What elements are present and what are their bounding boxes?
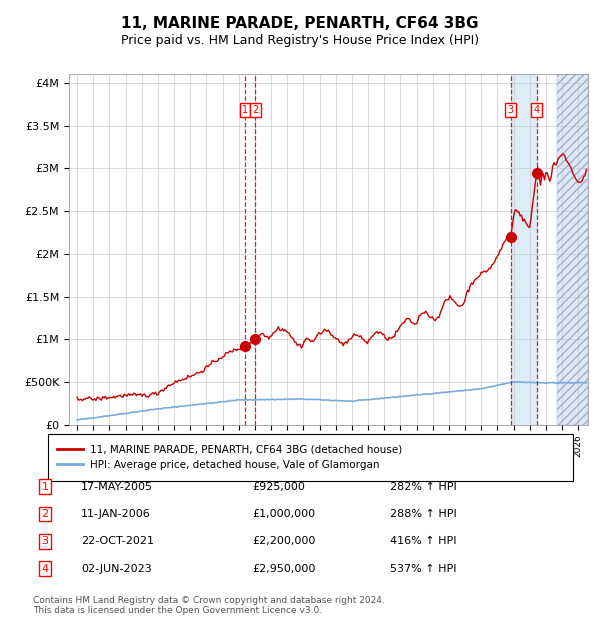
Text: 282% ↑ HPI: 282% ↑ HPI <box>390 482 457 492</box>
Text: £1,000,000: £1,000,000 <box>252 509 315 519</box>
Text: 4: 4 <box>533 105 539 115</box>
Legend: 11, MARINE PARADE, PENARTH, CF64 3BG (detached house), HPI: Average price, detac: 11, MARINE PARADE, PENARTH, CF64 3BG (de… <box>53 440 406 474</box>
Text: Price paid vs. HM Land Registry's House Price Index (HPI): Price paid vs. HM Land Registry's House … <box>121 34 479 47</box>
Text: 3: 3 <box>508 105 514 115</box>
Text: 288% ↑ HPI: 288% ↑ HPI <box>390 509 457 519</box>
Bar <box>557 74 588 425</box>
Text: 2: 2 <box>41 509 49 519</box>
Text: 1: 1 <box>41 482 49 492</box>
FancyBboxPatch shape <box>48 434 573 481</box>
Bar <box>557 74 588 425</box>
Text: 22-OCT-2021: 22-OCT-2021 <box>81 536 154 546</box>
Text: 2: 2 <box>252 105 259 115</box>
Text: 3: 3 <box>41 536 49 546</box>
Text: £2,950,000: £2,950,000 <box>252 564 316 574</box>
Text: 416% ↑ HPI: 416% ↑ HPI <box>390 536 457 546</box>
Text: Contains HM Land Registry data © Crown copyright and database right 2024.
This d: Contains HM Land Registry data © Crown c… <box>33 596 385 615</box>
Text: 537% ↑ HPI: 537% ↑ HPI <box>390 564 457 574</box>
Bar <box>511 74 536 425</box>
Text: 11-JAN-2006: 11-JAN-2006 <box>81 509 151 519</box>
Text: 4: 4 <box>41 564 49 574</box>
Text: £2,200,000: £2,200,000 <box>252 536 316 546</box>
Text: £925,000: £925,000 <box>252 482 305 492</box>
Text: 1: 1 <box>242 105 248 115</box>
Text: 17-MAY-2005: 17-MAY-2005 <box>81 482 153 492</box>
Text: 02-JUN-2023: 02-JUN-2023 <box>81 564 152 574</box>
Text: 11, MARINE PARADE, PENARTH, CF64 3BG: 11, MARINE PARADE, PENARTH, CF64 3BG <box>121 16 479 30</box>
